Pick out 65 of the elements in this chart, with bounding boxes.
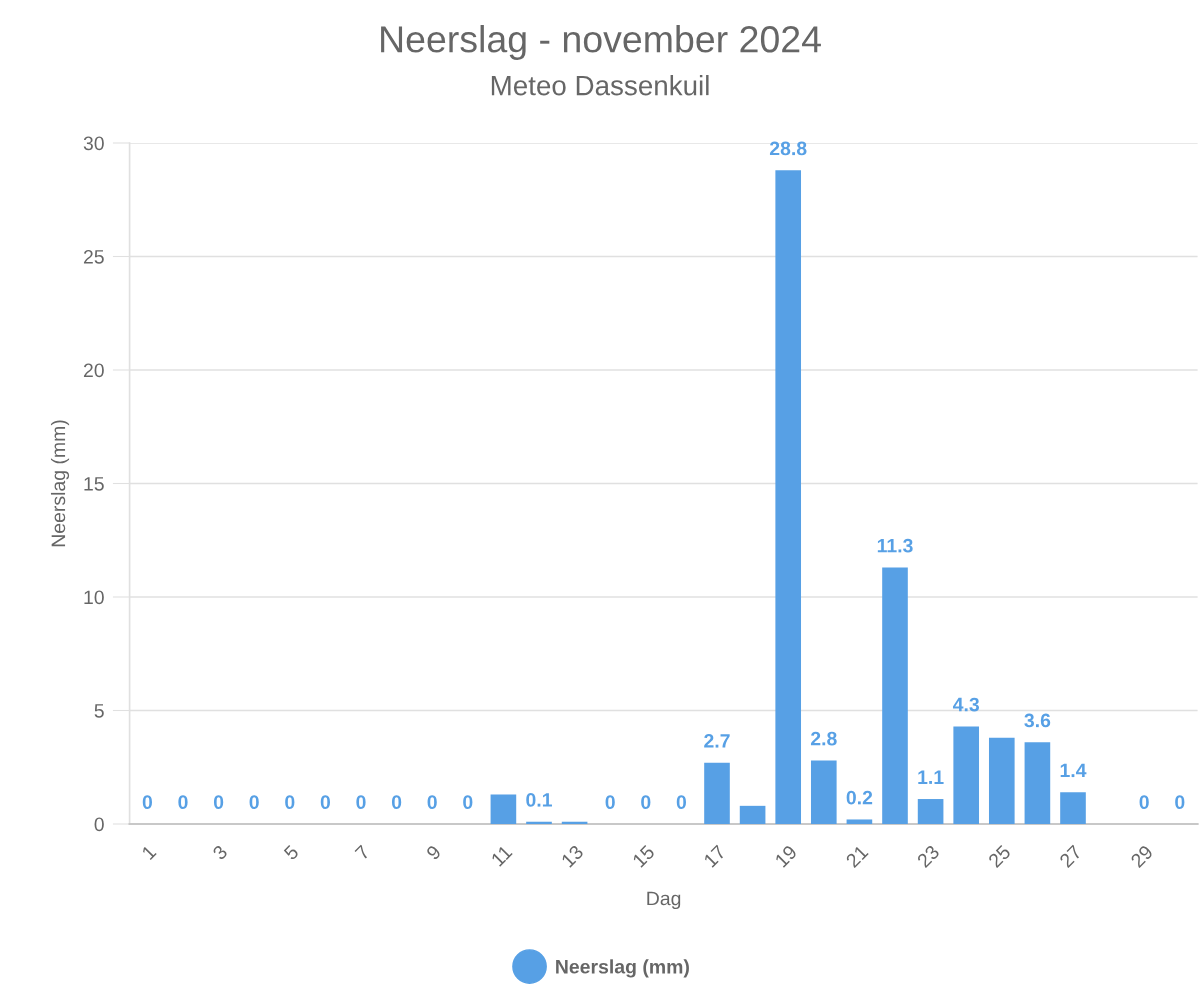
- x-tick-label: 5: [283, 844, 300, 861]
- chart-subtitle: Meteo Dassenkuil: [491, 75, 709, 96]
- x-tick-label: 19: [774, 844, 798, 868]
- x-tick-label: 11: [490, 844, 513, 867]
- data-label: 0: [142, 795, 153, 810]
- x-tick-label: 25: [987, 844, 1012, 869]
- data-label: 0.1: [526, 793, 552, 807]
- data-label: 0: [1139, 795, 1149, 810]
- y-tick-label: 15: [84, 477, 104, 491]
- bar: [953, 726, 980, 824]
- data-label: 4.3: [952, 697, 980, 712]
- data-label: 2.7: [704, 733, 730, 748]
- data-label: 0: [249, 795, 259, 810]
- bar: [882, 567, 908, 824]
- y-tick-label: 0: [94, 817, 104, 832]
- y-tick-label: 25: [83, 249, 104, 264]
- x-tick-label: 17: [703, 844, 727, 868]
- x-tick-label: 23: [916, 844, 941, 869]
- bar: [988, 737, 1015, 824]
- data-label: 0: [356, 795, 366, 810]
- bar: [917, 799, 944, 824]
- y-tick-label: 20: [83, 363, 104, 378]
- data-label: 11.3: [877, 538, 913, 553]
- x-tick-label: 27: [1058, 844, 1083, 869]
- y-axis-title: Neerslag (mm): [50, 420, 70, 547]
- data-label: 0: [178, 795, 188, 810]
- data-label: 0: [676, 795, 687, 810]
- bar: [1024, 742, 1051, 824]
- data-label: 1.1: [918, 770, 944, 784]
- data-label: 0: [285, 795, 295, 810]
- chart-title: Neerslag - november 2024: [381, 25, 821, 60]
- x-tick-label: 3: [211, 844, 229, 861]
- data-label: 0: [605, 795, 615, 810]
- x-tick-label: 1: [141, 844, 157, 861]
- data-label: 0: [463, 795, 473, 810]
- bar: [490, 794, 517, 824]
- legend-label: Neerslag (mm): [556, 959, 689, 978]
- data-label: 0: [391, 795, 402, 810]
- x-tick-label: 7: [354, 844, 371, 861]
- bar: [1060, 792, 1086, 824]
- data-label: 0: [427, 795, 437, 810]
- bar: [704, 762, 730, 824]
- x-tick-label: 15: [632, 844, 656, 868]
- data-label: 1.4: [1060, 763, 1087, 778]
- y-tick-label: 30: [83, 136, 104, 151]
- data-label: 0: [213, 795, 224, 810]
- bar: [810, 760, 837, 824]
- x-axis-title: Dag: [647, 891, 681, 910]
- data-label: 3.6: [1024, 713, 1051, 728]
- data-label: 0.2: [846, 790, 873, 805]
- data-label: 2.8: [810, 731, 837, 746]
- x-tick-label: 13: [560, 844, 585, 868]
- data-label: 0: [641, 795, 651, 810]
- data-label: 28.8: [769, 141, 807, 156]
- bar: [526, 821, 552, 824]
- bar: [775, 170, 802, 824]
- x-tick-label: 9: [425, 844, 442, 861]
- y-tick-label: 10: [84, 590, 104, 605]
- data-label: 0: [320, 795, 331, 810]
- y-tick-label: 5: [94, 704, 104, 718]
- bar: [846, 819, 873, 824]
- bar: [739, 805, 766, 824]
- x-tick-label: 21: [845, 844, 869, 869]
- x-tick-label: 29: [1129, 844, 1154, 869]
- data-label: 0: [1175, 795, 1185, 810]
